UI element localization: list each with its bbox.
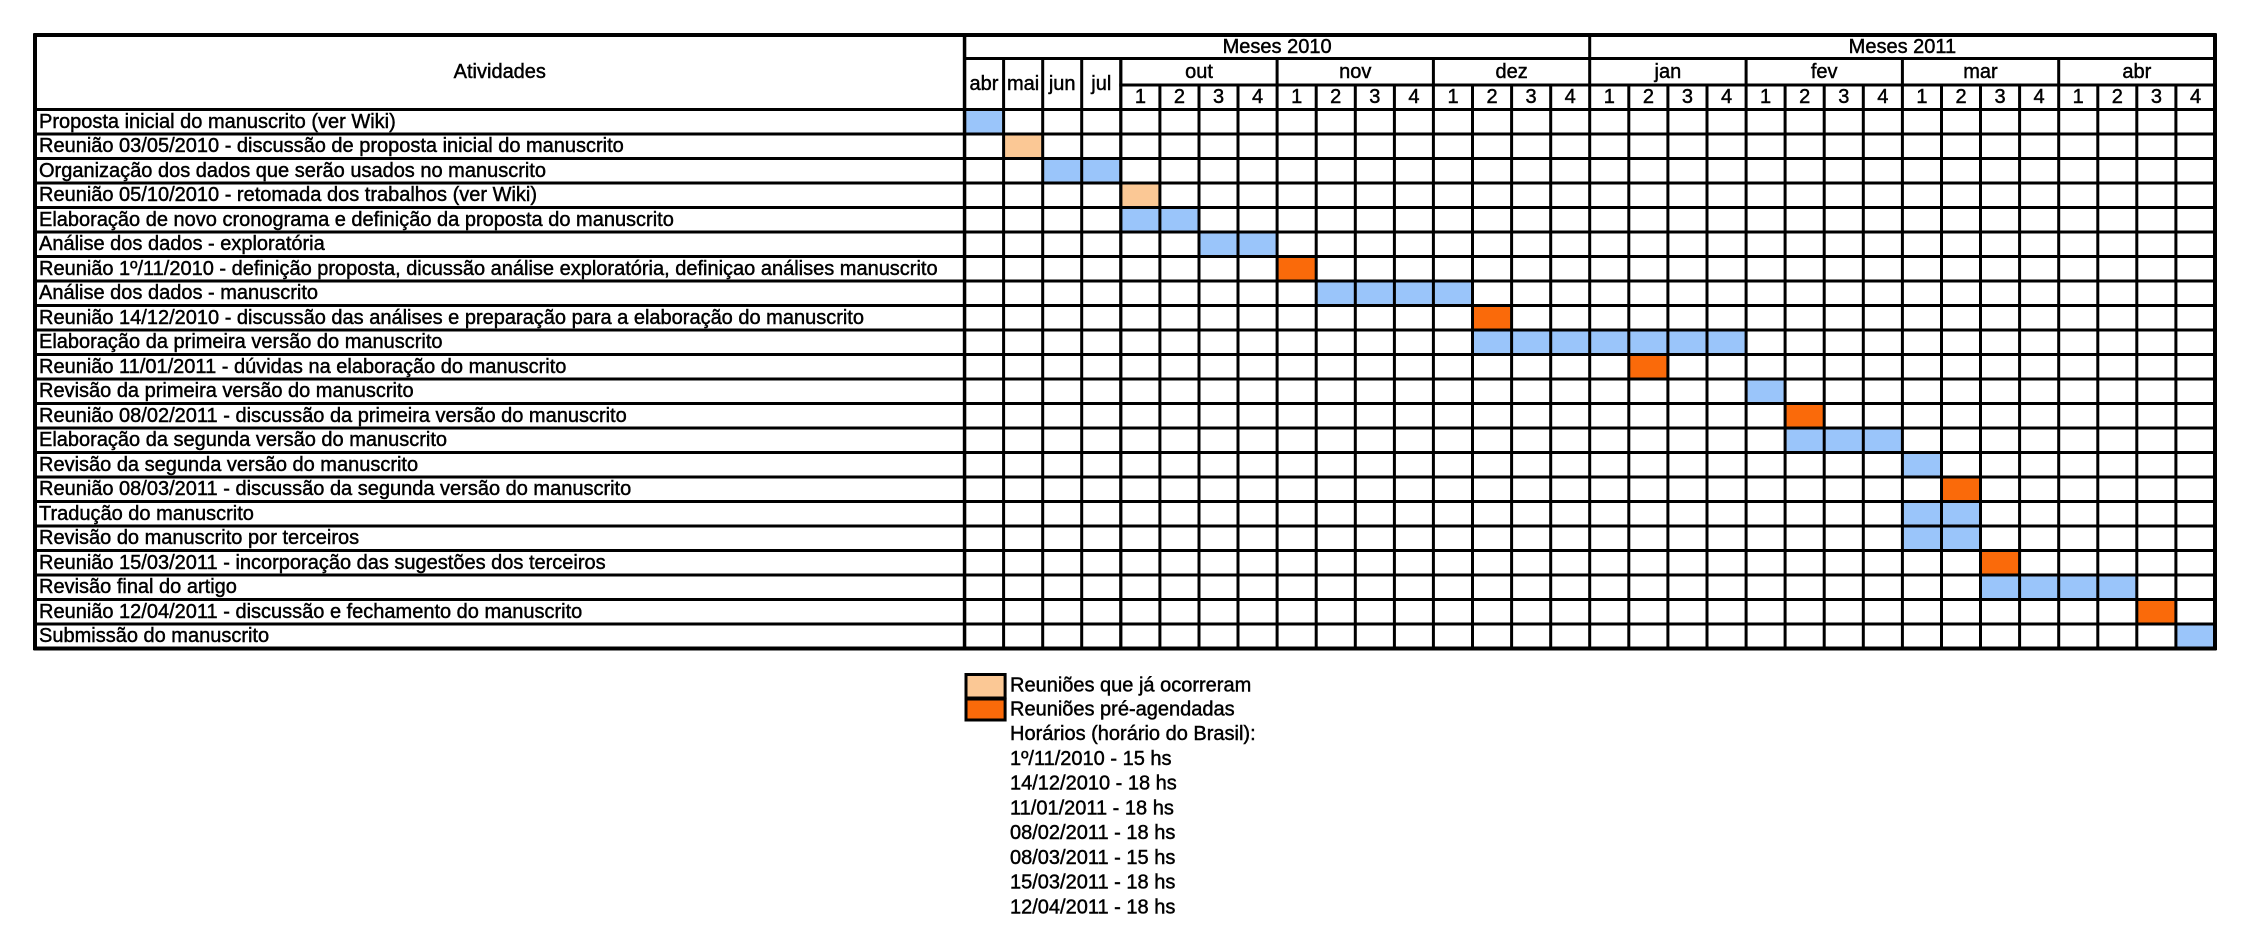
svg-text:nov: nov — [1339, 61, 1371, 83]
svg-text:4: 4 — [1565, 86, 1576, 108]
svg-text:Revisão final do artigo: Revisão final do artigo — [39, 576, 237, 598]
svg-text:Reunião 15/03/2011 - incorpora: Reunião 15/03/2011 - incorporação das su… — [39, 552, 606, 574]
svg-text:Reunião 03/05/2010 - discussão: Reunião 03/05/2010 - discussão de propos… — [39, 135, 624, 157]
svg-text:3: 3 — [1369, 86, 1380, 108]
svg-text:1: 1 — [1135, 86, 1146, 108]
svg-text:4: 4 — [1721, 86, 1732, 108]
svg-text:out: out — [1185, 61, 1213, 83]
svg-text:3: 3 — [1838, 86, 1849, 108]
svg-text:1: 1 — [1760, 86, 1771, 108]
svg-text:dez: dez — [1495, 61, 1527, 83]
svg-text:Reunião 12/04/2011 - discussão: Reunião 12/04/2011 - discussão e fechame… — [39, 601, 582, 623]
svg-text:1: 1 — [1291, 86, 1302, 108]
svg-text:2: 2 — [1799, 86, 1810, 108]
svg-text:4: 4 — [1877, 86, 1888, 108]
svg-text:3: 3 — [1682, 86, 1693, 108]
svg-text:3: 3 — [1995, 86, 2006, 108]
svg-text:12/04/2011 - 18 hs: 12/04/2011 - 18 hs — [1010, 896, 1175, 918]
svg-text:4: 4 — [2190, 86, 2201, 108]
svg-text:jan: jan — [1654, 61, 1682, 83]
svg-text:Elaboração de novo cronograma: Elaboração de novo cronograma e definiçã… — [39, 209, 674, 231]
svg-text:mar: mar — [1963, 61, 1998, 83]
svg-text:15/03/2011 - 18 hs: 15/03/2011 - 18 hs — [1010, 872, 1175, 894]
svg-text:08/03/2011 - 15 hs: 08/03/2011 - 15 hs — [1010, 847, 1175, 869]
svg-text:2: 2 — [1643, 86, 1654, 108]
svg-text:Horários (horário do Brasil):: Horários (horário do Brasil): — [1010, 723, 1256, 745]
svg-text:Proposta inicial do manuscrito: Proposta inicial do manuscrito (ver Wiki… — [39, 111, 396, 133]
svg-text:Elaboração da segunda versão d: Elaboração da segunda versão do manuscri… — [39, 429, 447, 451]
svg-text:Tradução do manuscrito: Tradução do manuscrito — [39, 503, 254, 525]
svg-text:abr: abr — [2122, 61, 2151, 83]
svg-text:11/01/2011 - 18 hs: 11/01/2011 - 18 hs — [1010, 797, 1174, 819]
svg-text:Organização dos dados que serã: Organização dos dados que serão usados n… — [39, 160, 546, 182]
svg-text:abr: abr — [970, 73, 999, 95]
svg-text:Revisão da segunda versão do m: Revisão da segunda versão do manuscrito — [39, 454, 418, 476]
svg-text:08/02/2011 - 18 hs: 08/02/2011 - 18 hs — [1010, 822, 1175, 844]
svg-text:1: 1 — [1916, 86, 1927, 108]
svg-text:Meses 2010: Meses 2010 — [1223, 36, 1332, 58]
svg-text:Atividades: Atividades — [454, 61, 546, 83]
svg-text:1: 1 — [1447, 86, 1458, 108]
svg-text:fev: fev — [1811, 61, 1838, 83]
svg-text:Reunião 08/02/2011 - discussão: Reunião 08/02/2011 - discussão da primei… — [39, 405, 627, 427]
svg-text:Reuniões que já ocorreram: Reuniões que já ocorreram — [1010, 674, 1251, 696]
svg-text:Meses 2011: Meses 2011 — [1849, 36, 1956, 58]
svg-text:1: 1 — [2073, 86, 2084, 108]
svg-text:3: 3 — [1526, 86, 1537, 108]
svg-text:2: 2 — [1487, 86, 1498, 108]
svg-text:4: 4 — [1408, 86, 1419, 108]
svg-text:Reunião 08/03/2011 - discussão: Reunião 08/03/2011 - discussão da segund… — [39, 478, 631, 500]
svg-text:2: 2 — [1174, 86, 1185, 108]
svg-text:2: 2 — [2112, 86, 2123, 108]
svg-text:2: 2 — [1955, 86, 1966, 108]
svg-text:Submissão do manuscrito: Submissão do manuscrito — [39, 625, 269, 647]
svg-text:Revisão da primeira versão do: Revisão da primeira versão do manuscrito — [39, 380, 414, 402]
svg-text:1: 1 — [1604, 86, 1615, 108]
svg-text:Análise dos dados - manuscrito: Análise dos dados - manuscrito — [39, 282, 318, 304]
svg-text:Reunião 05/10/2010 - retomada: Reunião 05/10/2010 - retomada dos trabal… — [39, 184, 537, 206]
svg-text:Análise dos dados - exploratór: Análise dos dados - exploratória — [39, 233, 326, 255]
svg-text:Elaboração da primeira versão: Elaboração da primeira versão do manuscr… — [39, 331, 443, 353]
svg-text:jun: jun — [1048, 73, 1076, 95]
svg-text:Reunião 1º/11/2010 - definição: Reunião 1º/11/2010 - definição proposta,… — [39, 258, 938, 280]
svg-text:Reunião 14/12/2010 - discussã: Reunião 14/12/2010 - discussão das análi… — [39, 307, 864, 329]
svg-text:4: 4 — [2034, 86, 2045, 108]
svg-text:3: 3 — [2151, 86, 2162, 108]
svg-text:Revisão do manuscrito por terc: Revisão do manuscrito por terceiros — [39, 527, 359, 549]
svg-text:3: 3 — [1213, 86, 1224, 108]
svg-text:1º/11/2010 - 15 hs: 1º/11/2010 - 15 hs — [1010, 748, 1172, 770]
svg-text:jul: jul — [1090, 73, 1111, 95]
svg-text:Reuniões pré-agendadas: Reuniões pré-agendadas — [1010, 699, 1235, 721]
svg-text:2: 2 — [1330, 86, 1341, 108]
svg-text:Reunião 11/01/2011 - dúvidas n: Reunião 11/01/2011 - dúvidas na elaboraç… — [39, 356, 566, 378]
svg-text:4: 4 — [1252, 86, 1263, 108]
svg-text:14/12/2010 - 18 hs: 14/12/2010 - 18 hs — [1010, 773, 1177, 795]
svg-text:mai: mai — [1007, 73, 1039, 95]
